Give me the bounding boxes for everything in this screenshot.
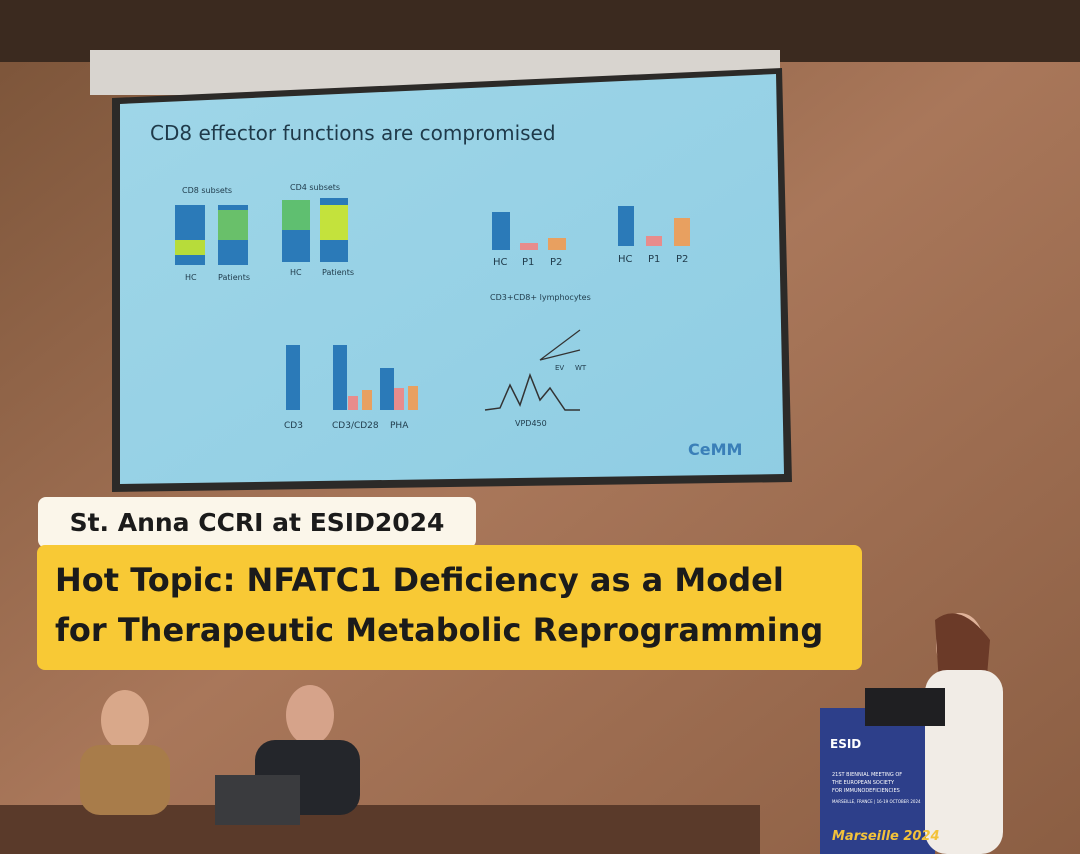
bar xyxy=(520,243,538,250)
slide-label: HC xyxy=(185,273,197,282)
bar xyxy=(492,212,510,250)
slide-label: Patients xyxy=(218,273,250,282)
slide-label: CD3+CD8+ lymphocytes xyxy=(490,293,591,302)
podium-text: ESID 21ST BIENNIAL MEETING OF THE EUROPE… xyxy=(830,737,940,844)
slide-logo: CeMM xyxy=(688,440,742,459)
bar xyxy=(674,218,690,246)
bar xyxy=(218,210,248,240)
slide-label: PHA xyxy=(390,421,409,431)
podium xyxy=(820,708,935,854)
bar xyxy=(348,396,358,410)
slide-label: HC xyxy=(290,268,302,277)
bar xyxy=(618,206,634,246)
slide-label: P1 xyxy=(522,257,534,268)
slide-label: P2 xyxy=(550,257,562,268)
podium-line: FOR IMMUNODEFICIENCIES xyxy=(832,788,900,794)
bar xyxy=(175,240,205,255)
laptop xyxy=(215,775,300,825)
bar xyxy=(286,345,300,410)
bar xyxy=(320,205,348,240)
podium-line: THE EUROPEAN SOCIETY xyxy=(831,780,895,786)
headline-box: Hot Topic: NFATC1 Deficiency as a Model … xyxy=(37,545,862,670)
bar xyxy=(394,388,404,410)
laptop xyxy=(865,688,945,726)
bar xyxy=(362,390,372,410)
bar xyxy=(175,205,205,265)
bar xyxy=(282,200,310,230)
slide-label: HC xyxy=(493,257,508,268)
bar xyxy=(408,386,418,410)
podium-logo: ESID xyxy=(830,737,861,751)
slide-label: CD3 xyxy=(284,421,303,431)
line xyxy=(539,329,581,361)
slide-label: CD4 subsets xyxy=(290,183,340,192)
podium-line: 21ST BIENNIAL MEETING OF xyxy=(832,772,902,778)
tag: St. Anna CCRI at ESID2024 xyxy=(38,497,476,548)
headline: Hot Topic: NFATC1 Deficiency as a Model xyxy=(55,561,784,599)
bar xyxy=(333,345,347,410)
podium-script: Marseille 2024 xyxy=(832,829,940,844)
bar xyxy=(548,238,566,250)
person-head xyxy=(286,685,334,745)
person-head xyxy=(101,690,149,750)
slide-label: CD3/CD28 xyxy=(332,421,379,431)
headline: for Therapeutic Metabolic Reprogramming xyxy=(55,611,824,649)
slide-label: Patients xyxy=(322,268,354,277)
slide-label: P2 xyxy=(676,254,688,265)
slide-title: CD8 effector functions are compromised xyxy=(150,121,556,145)
slide-content: CD8 effector functions are compromised C… xyxy=(150,121,742,459)
slide-label: EV xyxy=(555,364,564,372)
histogram-line xyxy=(484,372,580,411)
slide-label: P1 xyxy=(648,254,660,265)
slide-label: VPD450 xyxy=(515,419,547,428)
bar xyxy=(646,236,662,246)
slide-label: WT xyxy=(575,364,587,372)
person-body xyxy=(80,745,170,815)
slide-label: CD8 subsets xyxy=(182,186,232,195)
podium-line: MARSEILLE, FRANCE | 16-19 OCTOBER 2024 xyxy=(832,799,921,804)
slide-label: HC xyxy=(618,254,633,265)
bar xyxy=(380,368,394,410)
